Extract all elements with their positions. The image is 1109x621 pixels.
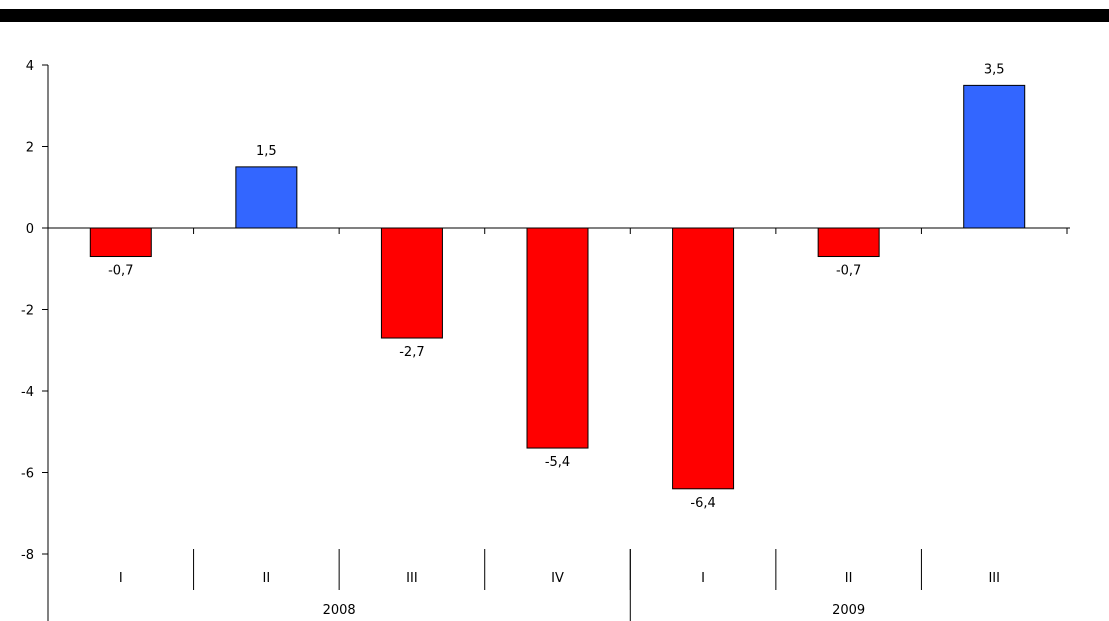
- top-bar: [0, 9, 1109, 22]
- data-label: -0,7: [836, 264, 861, 279]
- x-category-label: IV: [551, 571, 564, 586]
- bar: [89, 227, 152, 258]
- y-tick-label: 2: [26, 141, 34, 156]
- x-category-label: III: [988, 571, 1000, 586]
- y-tick-label: -6: [21, 467, 34, 482]
- data-label: -2,7: [399, 345, 424, 360]
- x-category-label: II: [263, 571, 271, 586]
- y-tick-label: 0: [26, 222, 34, 237]
- y-tick-label: -4: [21, 385, 34, 400]
- bar: [526, 227, 589, 449]
- data-label: 1,5: [256, 144, 277, 159]
- x-category-label: I: [701, 571, 705, 586]
- bar: [380, 227, 443, 339]
- bar: [963, 84, 1026, 229]
- x-group-label: 2009: [832, 603, 865, 618]
- bar: [672, 227, 735, 490]
- x-category-label: II: [845, 571, 853, 586]
- y-tick-label: -2: [21, 304, 34, 319]
- y-tick-label: -8: [21, 548, 34, 563]
- data-label: -5,4: [545, 455, 570, 470]
- bar: [235, 166, 298, 229]
- y-tick-label: 4: [26, 59, 34, 74]
- data-label: 3,5: [984, 62, 1005, 77]
- x-group-label: 2008: [323, 603, 356, 618]
- x-category-label: III: [406, 571, 418, 586]
- data-label: -0,7: [108, 264, 133, 279]
- bar: [817, 227, 880, 258]
- data-label: -6,4: [690, 496, 715, 511]
- x-category-label: I: [119, 571, 123, 586]
